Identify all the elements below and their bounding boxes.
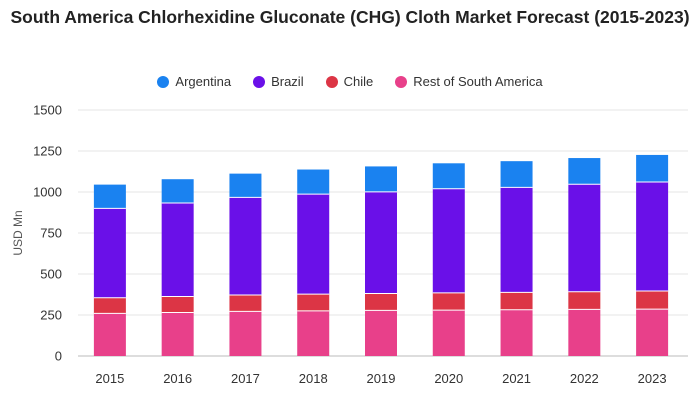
x-tick-label-2020: 2020 bbox=[434, 371, 463, 386]
legend-item-rest-of-south-america[interactable]: Rest of South America bbox=[395, 74, 543, 89]
legend-swatch-chile bbox=[325, 75, 338, 88]
x-tick-label-2016: 2016 bbox=[163, 371, 192, 386]
bar-chile-2018[interactable] bbox=[297, 294, 330, 311]
bar-brazil-2019[interactable] bbox=[365, 191, 397, 294]
y-tick-label: 1250 bbox=[33, 144, 62, 159]
bar-rest-of-south-america-2020[interactable] bbox=[432, 310, 465, 356]
y-axis-ticks: 0 250 500 750 1000 1250 1500 bbox=[33, 103, 62, 364]
bar-rest-of-south-america-2023[interactable] bbox=[636, 309, 669, 356]
bar-rest-of-south-america-2022[interactable] bbox=[568, 309, 601, 356]
x-tick-label-2018: 2018 bbox=[299, 371, 328, 386]
bar-chile-2020[interactable] bbox=[432, 292, 465, 311]
bar-brazil-2022[interactable] bbox=[568, 184, 601, 292]
bar-argentina-2022[interactable] bbox=[568, 158, 601, 185]
bar-brazil-2016[interactable] bbox=[161, 202, 194, 297]
legend-swatch-brazil bbox=[253, 75, 266, 88]
bar-brazil-2015[interactable] bbox=[93, 208, 126, 298]
y-tick-label: 1000 bbox=[33, 185, 62, 200]
bar-rest-of-south-america-2021[interactable] bbox=[500, 309, 533, 356]
bar-chile-2017[interactable] bbox=[229, 294, 262, 312]
x-tick-label-2015: 2015 bbox=[95, 371, 124, 386]
legend-label-chile: Chile bbox=[343, 74, 374, 89]
bar-argentina-2021[interactable] bbox=[500, 161, 533, 188]
bar-chile-2023[interactable] bbox=[636, 291, 669, 310]
x-tick-label-2023: 2023 bbox=[638, 371, 667, 386]
x-tick-label-2017: 2017 bbox=[231, 371, 260, 386]
bar-chile-2022[interactable] bbox=[568, 291, 601, 310]
bars bbox=[93, 154, 669, 356]
y-axis-title: USD Mn bbox=[11, 210, 25, 255]
legend-item-brazil[interactable]: Brazil bbox=[253, 74, 304, 89]
bar-rest-of-south-america-2017[interactable] bbox=[229, 311, 262, 356]
bar-rest-of-south-america-2016[interactable] bbox=[161, 312, 194, 356]
y-tick-label: 500 bbox=[40, 267, 62, 282]
y-tick-label: 1500 bbox=[33, 103, 62, 118]
bar-argentina-2023[interactable] bbox=[636, 154, 669, 182]
x-tick-label-2019: 2019 bbox=[367, 371, 396, 386]
x-axis-ticks: 2015 2016 2017 2018 2019 2020 2021 2022 2023 bbox=[95, 371, 666, 386]
y-tick-label: 0 bbox=[55, 349, 62, 364]
bar-argentina-2016[interactable] bbox=[161, 179, 194, 203]
y-tick-label: 750 bbox=[40, 226, 62, 241]
legend-label-rest-of-south-america: Rest of South America bbox=[413, 74, 543, 89]
bar-chile-2021[interactable] bbox=[500, 292, 533, 310]
chart-title: South America Chlorhexidine Gluconate (C… bbox=[10, 7, 690, 27]
bar-brazil-2020[interactable] bbox=[432, 188, 465, 293]
legend-swatch-argentina bbox=[157, 75, 170, 88]
bar-rest-of-south-america-2019[interactable] bbox=[365, 310, 397, 356]
legend-item-chile[interactable]: Chile bbox=[325, 74, 374, 89]
x-tick-label-2022: 2022 bbox=[570, 371, 599, 386]
bar-rest-of-south-america-2015[interactable] bbox=[93, 313, 126, 356]
x-tick-label-2021: 2021 bbox=[502, 371, 531, 386]
legend-item-argentina[interactable]: Argentina bbox=[157, 74, 231, 89]
legend-label-argentina: Argentina bbox=[175, 74, 232, 89]
bar-argentina-2015[interactable] bbox=[93, 184, 126, 209]
bar-argentina-2020[interactable] bbox=[432, 163, 465, 189]
bar-chile-2016[interactable] bbox=[161, 296, 194, 313]
bar-rest-of-south-america-2018[interactable] bbox=[297, 310, 330, 356]
legend: Argentina Brazil Chile Rest of South Ame… bbox=[0, 74, 700, 89]
bar-argentina-2019[interactable] bbox=[365, 166, 397, 192]
legend-label-brazil: Brazil bbox=[271, 74, 304, 89]
bar-brazil-2018[interactable] bbox=[297, 194, 330, 295]
bar-chile-2019[interactable] bbox=[365, 293, 397, 311]
bar-argentina-2018[interactable] bbox=[297, 169, 330, 195]
legend-swatch-rest-of-south-america bbox=[395, 75, 408, 88]
y-tick-label: 250 bbox=[40, 308, 62, 323]
bar-brazil-2023[interactable] bbox=[636, 181, 669, 292]
bar-brazil-2021[interactable] bbox=[500, 187, 533, 293]
bar-argentina-2017[interactable] bbox=[229, 173, 262, 198]
bar-chile-2015[interactable] bbox=[93, 297, 126, 314]
bar-brazil-2017[interactable] bbox=[229, 197, 262, 295]
